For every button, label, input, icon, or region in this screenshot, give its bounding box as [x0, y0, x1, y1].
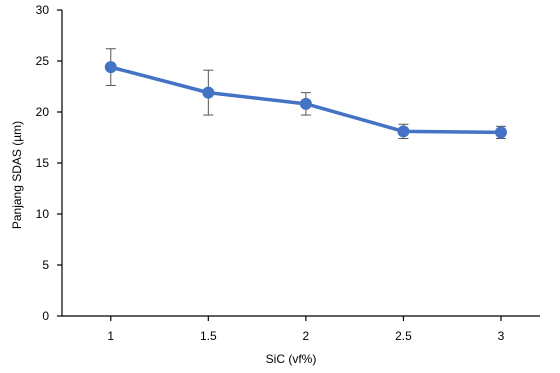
data-point — [397, 125, 410, 138]
y-tick-label: 30 — [36, 3, 50, 17]
y-tick-label: 25 — [36, 54, 50, 68]
y-tick-label: 5 — [42, 258, 49, 272]
x-tick-label: 1.5 — [200, 329, 217, 343]
y-tick-label: 15 — [36, 156, 50, 170]
series-group — [104, 48, 507, 140]
y-axis-title: Panjang SDAS (µm) — [10, 121, 24, 229]
y-tick-label: 0 — [42, 309, 49, 323]
y-ticks: 0 5 10 15 20 25 30 — [36, 3, 62, 323]
y-tick-label: 20 — [36, 105, 50, 119]
axes — [61, 10, 540, 317]
y-tick-label: 10 — [36, 207, 50, 221]
data-point — [494, 126, 507, 139]
data-point — [299, 97, 312, 110]
x-axis-title: SiC (vf%) — [266, 352, 317, 366]
x-ticks: 1 1.5 2 2.5 3 — [107, 316, 505, 343]
data-point — [104, 61, 117, 74]
x-tick-label: 3 — [498, 329, 505, 343]
x-tick-label: 2.5 — [395, 329, 412, 343]
x-tick-label: 2 — [303, 329, 310, 343]
x-tick-label: 1 — [107, 329, 114, 343]
data-point — [202, 86, 215, 99]
